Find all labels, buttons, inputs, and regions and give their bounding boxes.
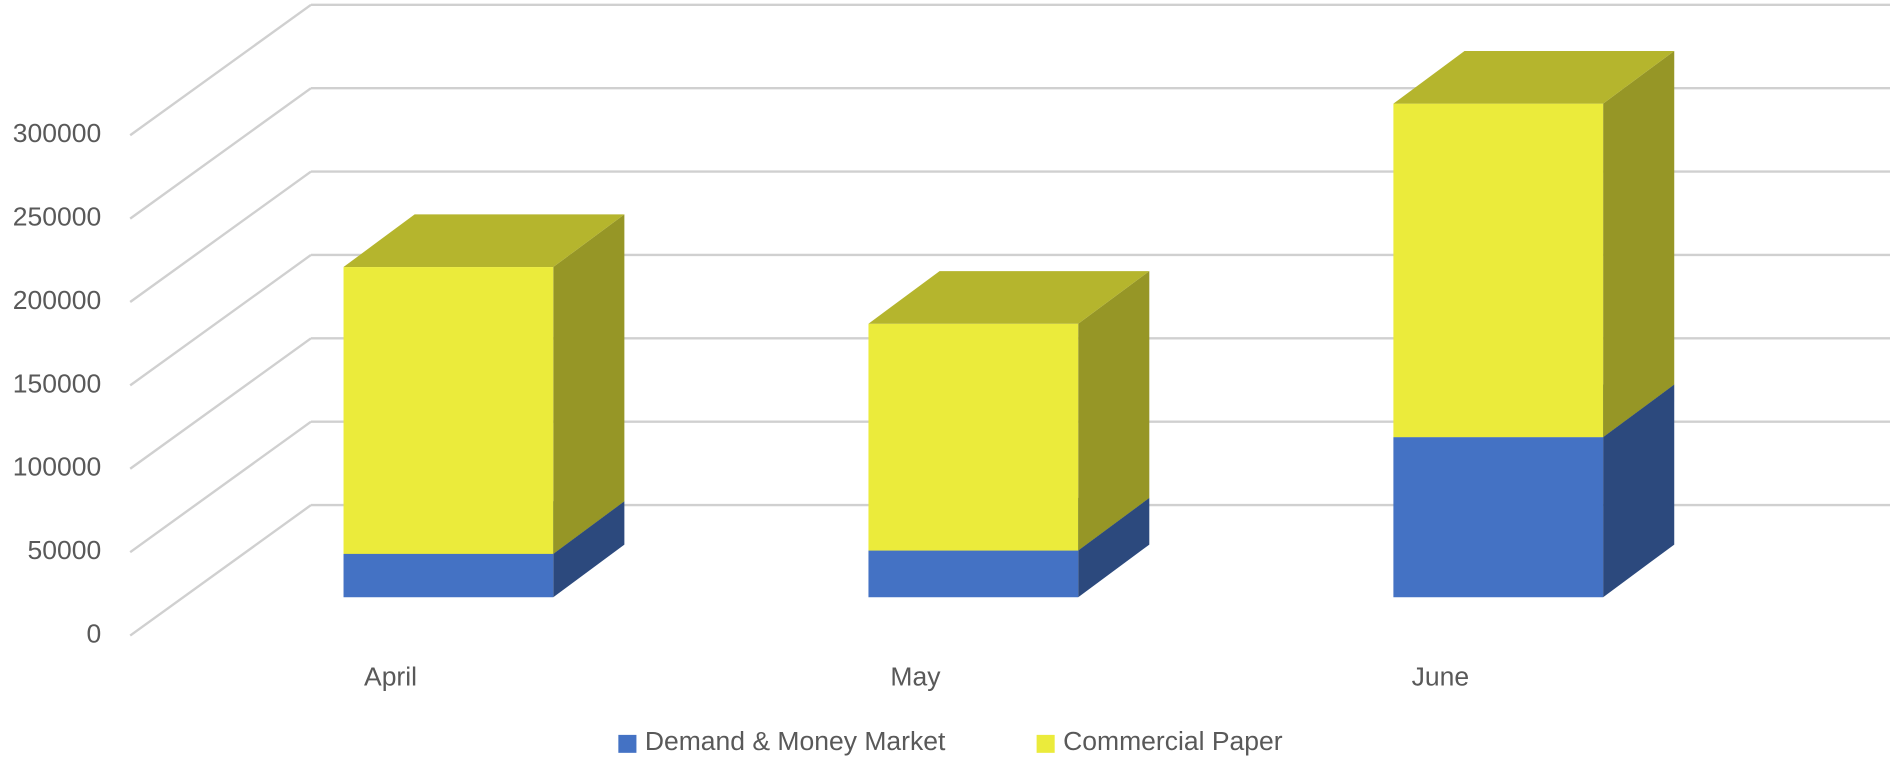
y-tick-label: 0 (87, 619, 102, 649)
bar (1393, 103, 1604, 438)
bar-side (553, 214, 625, 554)
bar-side (553, 501, 625, 598)
x-tick-label: May (890, 662, 941, 692)
bar-top (1393, 50, 1675, 104)
grid-line (129, 87, 312, 220)
bar-side (1078, 497, 1150, 598)
grid-line (129, 253, 312, 387)
grid-line (129, 420, 312, 554)
bar (868, 550, 1079, 598)
bar-top (343, 214, 625, 268)
grid-line (129, 3, 312, 137)
y-tick-label: 100000 (13, 452, 101, 482)
y-tick-label: 300000 (13, 118, 101, 148)
y-tick-label: 200000 (13, 285, 101, 315)
x-tick-label: April (364, 662, 417, 692)
bar (868, 323, 1079, 551)
grid-line (129, 337, 312, 470)
bar-top (868, 271, 1150, 324)
grid-line (129, 504, 312, 637)
bar-side (1603, 384, 1675, 598)
bar-side (1603, 50, 1675, 438)
bar (1393, 437, 1604, 598)
y-tick-label: 250000 (13, 202, 101, 232)
legend-label: Demand & Money Market (645, 726, 946, 756)
legend-swatch (618, 734, 637, 753)
grid-line (129, 170, 312, 303)
bar (343, 267, 554, 554)
y-tick-label: 150000 (13, 368, 101, 398)
bar (343, 553, 554, 598)
legend-label: Commercial Paper (1063, 726, 1283, 756)
y-tick-label: 50000 (28, 535, 102, 565)
legend-swatch (1036, 734, 1055, 753)
x-tick-label: June (1412, 662, 1469, 692)
bar-side (1078, 271, 1150, 551)
